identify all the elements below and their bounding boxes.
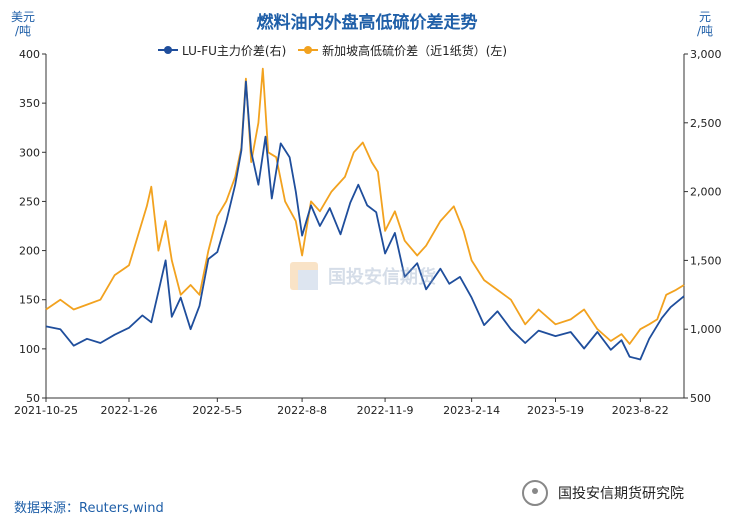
chart-title: 燃料油内外盘高低硫价差走势 [256,13,478,33]
right-tick-label: 2,000 [690,186,722,199]
left-tick-label: 300 [19,146,40,159]
left-tick-label: 400 [19,48,40,61]
right-tick-label: 1,000 [690,323,722,336]
data-source: 数据来源：Reuters,wind [14,501,164,516]
series-line-lufu [45,80,685,361]
right-axis-unit: 元/吨 [696,10,714,38]
x-tick-label: 2023-2-14 [443,404,500,417]
left-tick-label: 150 [19,294,40,307]
legend: LU-FU主力价差(右) 新加坡高低硫价差（近1纸货）(左) [158,40,515,59]
left-tick-label: 100 [19,343,40,356]
x-tick-label: 2022-11-9 [357,404,414,417]
right-tick-label: 3,000 [690,48,722,61]
x-tick-label: 2021-10-25 [14,404,78,417]
x-tick-label: 2023-8-22 [612,404,669,417]
right-tick-label: 1,500 [690,254,722,267]
x-tick-label: 2022-5-5 [192,404,242,417]
legend-item-lufu: LU-FU主力价差(右) [158,42,286,59]
left-tick-label: 250 [19,195,40,208]
legend-swatch-sg [298,46,319,54]
x-tick-label: 2022-1-26 [101,404,158,417]
legend-item-sg: 新加坡高低硫价差（近1纸货）(左) [298,42,507,59]
right-tick-label: 500 [690,392,711,405]
watermark: 国投安信期货 [290,262,436,290]
left-tick-label: 50 [26,392,40,405]
wechat-icon [522,480,548,506]
series-line-sg [45,67,685,345]
brand-name: 国投安信期货研究院 [558,486,684,502]
legend-label-sg: 新加坡高低硫价差（近1纸货）(左) [322,43,508,58]
x-tick-label: 2023-5-19 [527,404,584,417]
legend-label-lufu: LU-FU主力价差(右) [182,43,287,58]
brand: 国投安信期货研究院 [522,480,684,506]
left-tick-label: 200 [19,245,40,258]
right-tick-label: 2,500 [690,117,722,130]
x-tick-label: 2022-8-8 [277,404,327,417]
watermark-text: 国投安信期货 [328,267,436,288]
left-axis-unit: 美元/吨 [10,10,35,38]
watermark-logo [290,262,318,290]
left-tick-label: 350 [19,97,40,110]
legend-swatch-lufu [158,46,178,54]
